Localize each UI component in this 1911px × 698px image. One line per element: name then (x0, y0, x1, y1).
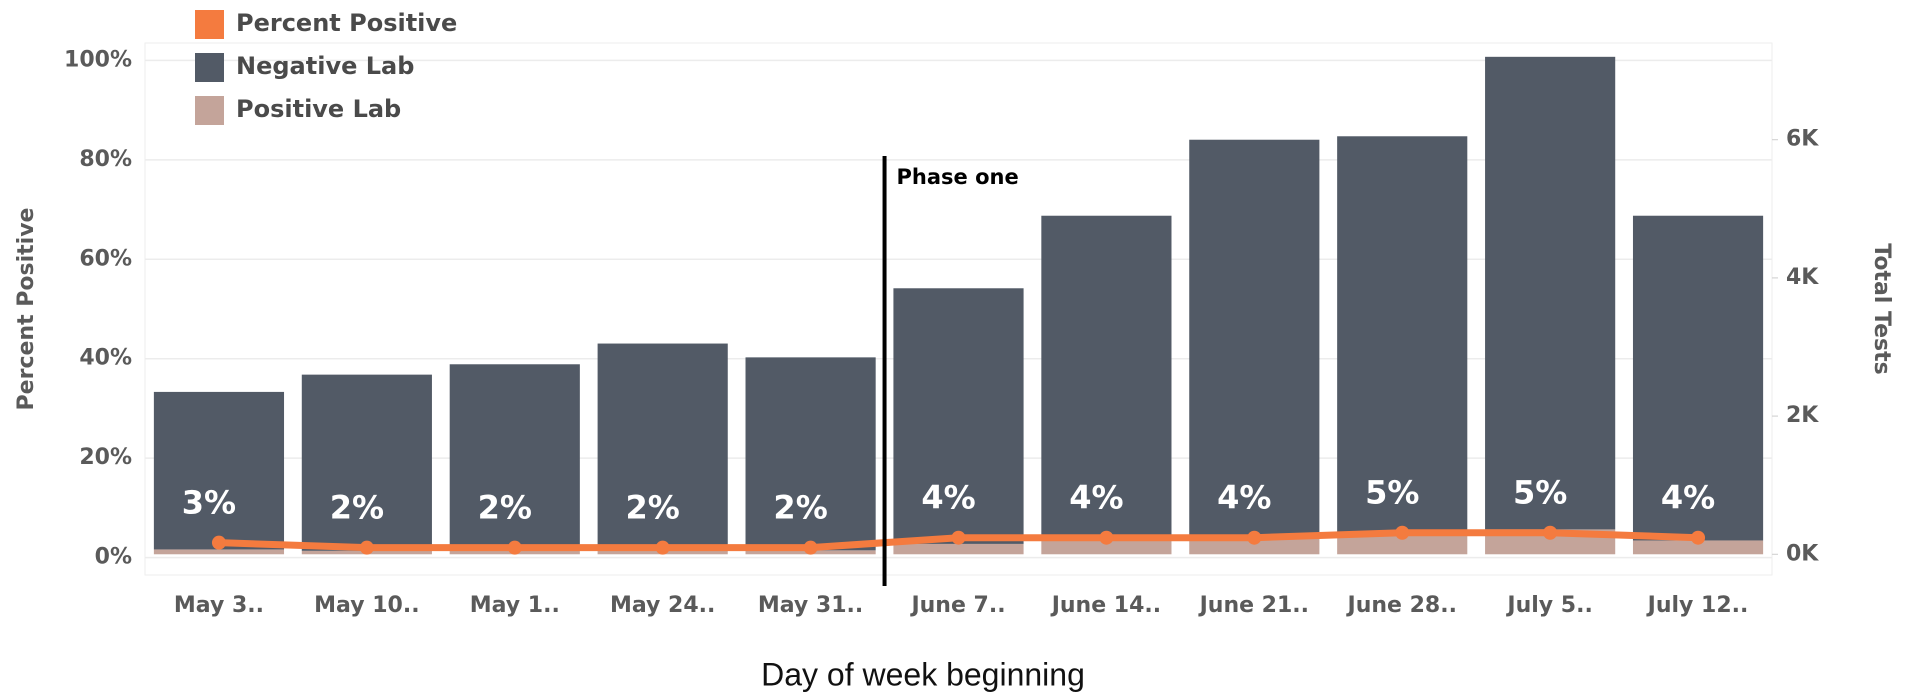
legend-swatch (195, 96, 224, 125)
bar-segment (1632, 215, 1764, 541)
y2-tick-label: 2K (1786, 403, 1819, 428)
x-tick-label: June 14.. (1050, 593, 1161, 618)
x-axis-title: Day of week beginning (761, 656, 1085, 692)
data-label: 5% (1513, 474, 1567, 512)
y2-tick-label: 4K (1786, 265, 1819, 290)
y-tick-label: 0% (95, 545, 132, 570)
line-point (1395, 525, 1410, 540)
x-tick-label: June 21.. (1198, 593, 1309, 618)
x-tick-label: May 10.. (314, 593, 419, 618)
legend-label: Positive Lab (236, 95, 401, 123)
line-point (1543, 525, 1558, 540)
bar-segment (1189, 139, 1320, 538)
legend-label: Percent Positive (236, 9, 457, 37)
y-axis-title: Percent Positive (14, 208, 39, 411)
data-label: 2% (478, 489, 532, 527)
data-label: 2% (330, 489, 384, 527)
data-label: 2% (626, 489, 680, 527)
bar-segment (1041, 215, 1172, 541)
y2-tick-label: 6K (1786, 127, 1819, 152)
x-tick-label: July 5.. (1505, 593, 1592, 618)
x-tick-label: July 12.. (1646, 593, 1749, 618)
y-tick-label: 60% (79, 246, 132, 271)
y-tick-label: 80% (79, 147, 132, 172)
bar-segment (893, 288, 1024, 544)
line-point (951, 530, 966, 545)
x-tick-label: May 1.. (470, 593, 560, 618)
line-point (507, 540, 522, 555)
bar-segment (153, 549, 285, 555)
line-point (211, 535, 226, 550)
annotation: Phase one (897, 165, 1019, 189)
y2-tick-label: 0K (1786, 541, 1819, 566)
legend-swatch (195, 53, 224, 82)
y2-axis-title: Total Tests (1869, 243, 1894, 374)
legend-swatch (195, 10, 224, 39)
data-label: 3% (182, 484, 236, 522)
bar-segment (1485, 56, 1616, 530)
data-label: 4% (921, 479, 975, 517)
bar-segment (1041, 540, 1172, 555)
line-point (655, 540, 670, 555)
bar-segment (745, 357, 876, 551)
x-tick-label: May 31.. (758, 593, 863, 618)
bar-segment (597, 343, 728, 551)
data-label: 4% (1069, 479, 1123, 517)
legend-label: Negative Lab (236, 52, 414, 80)
bar-segment (301, 374, 432, 551)
bar-segment (153, 391, 285, 550)
bar-segment (449, 364, 580, 551)
x-tick-label: June 28.. (1346, 593, 1457, 618)
line-point (803, 540, 818, 555)
bar-segment (1337, 136, 1468, 534)
data-label: 4% (1217, 479, 1271, 517)
data-label: 2% (773, 489, 827, 527)
y-tick-label: 100% (64, 47, 132, 72)
bar-segment (1337, 533, 1468, 555)
line-point (359, 540, 374, 555)
x-tick-label: May 3.. (174, 593, 264, 618)
bar-segment (1632, 540, 1764, 555)
data-label: 4% (1661, 479, 1715, 517)
line-point (1247, 530, 1262, 545)
data-label: 5% (1365, 474, 1419, 512)
x-tick-label: June 7.. (909, 593, 1005, 618)
bar-segment (893, 543, 1024, 555)
x-tick-label: May 24.. (610, 593, 715, 618)
bar-segment (1189, 537, 1320, 555)
y-tick-label: 20% (79, 445, 132, 470)
y-tick-label: 40% (79, 346, 132, 371)
line-point (1691, 530, 1706, 545)
line-point (1099, 530, 1114, 545)
